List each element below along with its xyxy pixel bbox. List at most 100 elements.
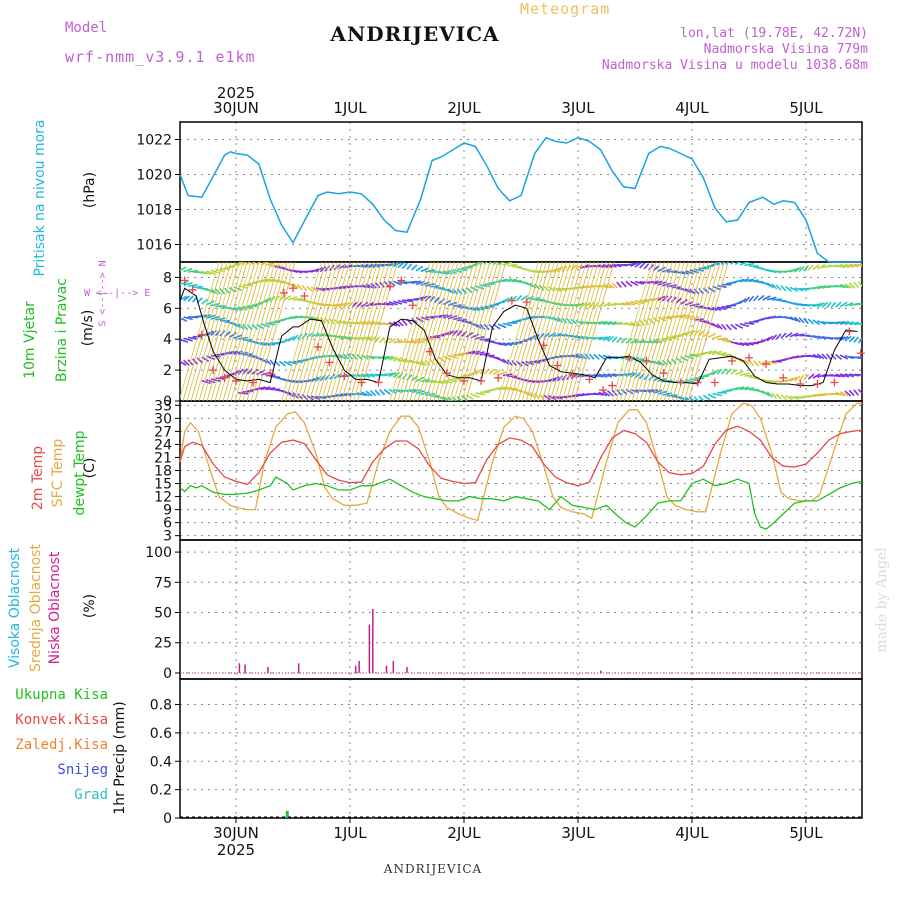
- wind-obs-mark: [397, 276, 406, 285]
- wind-barb: [717, 337, 727, 341]
- wind-hatch: [671, 262, 713, 401]
- wind-barb: [775, 393, 782, 400]
- wind-barb: [630, 280, 639, 287]
- wind-barb: [848, 336, 856, 343]
- temperature-tick-label: 15: [154, 477, 172, 493]
- wind-barb: [698, 395, 705, 401]
- day-label-bottom: 1JUL: [333, 824, 367, 842]
- temperature-tick-label: 30: [154, 411, 172, 427]
- wind-barb: [270, 264, 281, 267]
- wind-barb: [830, 353, 837, 360]
- wind-barb: [397, 262, 405, 269]
- wind-barb: [206, 270, 216, 275]
- wind-barb: [767, 360, 777, 365]
- cloud-panel: 0 25 50 75 100: [145, 539, 863, 682]
- wind-barb: [283, 295, 292, 301]
- wind-barb: [260, 386, 271, 391]
- wind-barb: [415, 280, 426, 286]
- wind-barb: [807, 264, 814, 271]
- wind-hatch: [357, 262, 399, 401]
- wind-barb: [183, 337, 193, 342]
- wind-barb: [424, 359, 431, 366]
- precip-bar: [285, 810, 289, 818]
- wind-barb: [388, 371, 397, 378]
- wind-hatch: [517, 262, 559, 401]
- wind-barb: [242, 323, 249, 331]
- wind-barb: [830, 374, 841, 378]
- wind-obs-mark: [856, 349, 865, 358]
- wind-barb: [228, 350, 239, 355]
- wind-obs-mark: [710, 378, 719, 387]
- wind-barb: [180, 316, 188, 322]
- wind-barb: [602, 301, 611, 308]
- precipitation-tick-label: 0.2: [150, 783, 172, 799]
- precip-conv-legend: Konvek.Kisa: [15, 712, 108, 728]
- wind-barb: [602, 263, 613, 269]
- wind-barb: [246, 262, 251, 265]
- pressure-panel: 1016 1018 1020 1022: [136, 121, 863, 263]
- wind-barb: [857, 281, 862, 288]
- station-title: ANDRIJEVICA: [330, 22, 500, 46]
- pressure-tick-label: 1022: [136, 133, 172, 149]
- wind-barb: [201, 298, 209, 305]
- wind-barb: [857, 388, 862, 395]
- wind-barb: [616, 281, 622, 289]
- wind-barb: [844, 355, 854, 360]
- temperature-tick-label: 3: [163, 529, 172, 545]
- wind-barb: [493, 341, 503, 346]
- wind-barb: [443, 299, 452, 306]
- wind-barb: [794, 266, 802, 273]
- cloud-tick-label: 75: [154, 575, 172, 591]
- wind-barb: [703, 350, 713, 355]
- wind-barb: [411, 280, 422, 285]
- wind-barb: [456, 395, 463, 401]
- wind-barb: [611, 336, 618, 343]
- wind-obs-mark: [197, 330, 206, 339]
- wind-hatch: [289, 262, 331, 401]
- wind-barb: [465, 287, 473, 294]
- wind-hatch: [210, 262, 252, 401]
- wind-barb: [187, 336, 198, 340]
- wind-barb: [392, 280, 402, 286]
- wind-barb: [598, 373, 608, 378]
- wind-barb: [634, 280, 645, 285]
- day-label-bottom: 30JUN: [213, 824, 259, 842]
- wind-hatch: [198, 262, 240, 401]
- wind-barb: [816, 302, 825, 308]
- wind-hatch: [238, 262, 280, 401]
- precipitation-tick-label: 0.4: [150, 754, 172, 770]
- wind-barb: [470, 393, 480, 398]
- wind-hatch: [345, 262, 387, 401]
- wind-obs-mark: [762, 359, 771, 368]
- wind-barb: [634, 372, 641, 379]
- wind-barb: [425, 392, 436, 396]
- wind-barb: [429, 336, 440, 339]
- wind-barb: [479, 323, 486, 330]
- wind-barb: [443, 396, 451, 401]
- wind-barb: [848, 282, 856, 289]
- wind-barb: [497, 357, 506, 364]
- wind-barb: [383, 388, 391, 395]
- wind-barb: [214, 288, 221, 295]
- day-label-top: 2JUL: [447, 99, 481, 117]
- wind-barb: [401, 319, 408, 326]
- wind-barb: [192, 285, 203, 289]
- wind-barb: [593, 264, 604, 268]
- wind-barb: [803, 373, 810, 381]
- wind-hatch: [521, 262, 563, 401]
- wind-barb: [789, 332, 799, 338]
- wind-barb: [812, 285, 823, 290]
- wind-barb: [666, 336, 677, 340]
- wind-obs-mark: [642, 356, 651, 365]
- wind-barb: [853, 389, 860, 396]
- wind-barb: [374, 336, 381, 343]
- wind-barb: [502, 358, 509, 365]
- wind-barb: [716, 306, 727, 311]
- wind-hatch: [317, 262, 359, 401]
- wind-barb: [689, 396, 695, 401]
- wind-barb: [452, 269, 463, 273]
- wind-barb: [848, 389, 855, 397]
- wind-barb: [452, 377, 463, 381]
- wind-barb: [712, 350, 722, 355]
- wind-barb: [812, 334, 822, 340]
